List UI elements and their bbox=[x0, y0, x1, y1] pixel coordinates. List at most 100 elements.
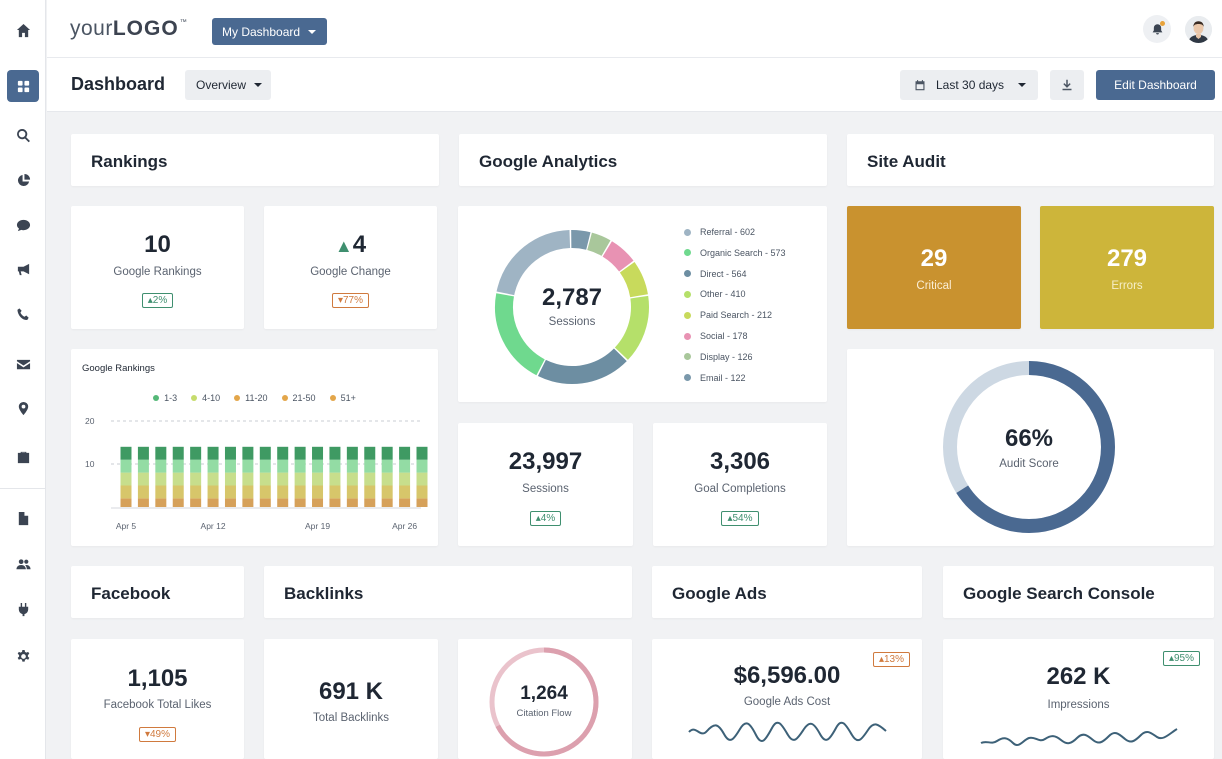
bar-segment[interactable] bbox=[120, 459, 132, 473]
bar-segment[interactable] bbox=[137, 498, 149, 507]
bar-segment[interactable] bbox=[190, 472, 202, 486]
bar-segment[interactable] bbox=[172, 485, 184, 499]
bar-segment[interactable] bbox=[155, 459, 167, 473]
bar-segment[interactable] bbox=[277, 472, 289, 486]
document-icon[interactable] bbox=[7, 502, 39, 534]
search-icon[interactable] bbox=[7, 119, 39, 151]
location-pin-icon[interactable] bbox=[7, 392, 39, 424]
bar-segment[interactable] bbox=[312, 459, 324, 473]
bar-segment[interactable] bbox=[242, 459, 254, 473]
bar-segment[interactable] bbox=[329, 446, 341, 460]
bar-segment[interactable] bbox=[224, 459, 236, 473]
bar-segment[interactable] bbox=[259, 446, 271, 460]
bar-segment[interactable] bbox=[224, 498, 236, 507]
bar-segment[interactable] bbox=[329, 498, 341, 507]
pie-chart-icon[interactable] bbox=[7, 164, 39, 196]
bar-segment[interactable] bbox=[277, 446, 289, 460]
bar-segment[interactable] bbox=[399, 485, 411, 499]
bar-segment[interactable] bbox=[294, 459, 306, 473]
bar-segment[interactable] bbox=[120, 446, 132, 460]
donut-slice[interactable] bbox=[489, 224, 656, 391]
bar-segment[interactable] bbox=[277, 459, 289, 473]
edit-dashboard-button[interactable]: Edit Dashboard bbox=[1096, 70, 1215, 100]
bar-segment[interactable] bbox=[190, 485, 202, 499]
chat-icon[interactable] bbox=[7, 209, 39, 241]
phone-icon[interactable] bbox=[7, 298, 39, 330]
bar-segment[interactable] bbox=[207, 498, 219, 507]
bar-segment[interactable] bbox=[137, 459, 149, 473]
bar-segment[interactable] bbox=[381, 446, 393, 460]
bar-segment[interactable] bbox=[381, 472, 393, 486]
bar-segment[interactable] bbox=[312, 498, 324, 507]
bar-segment[interactable] bbox=[224, 485, 236, 499]
bar-segment[interactable] bbox=[207, 472, 219, 486]
bar-segment[interactable] bbox=[364, 459, 376, 473]
bar-segment[interactable] bbox=[346, 498, 358, 507]
bar-segment[interactable] bbox=[224, 472, 236, 486]
bar-segment[interactable] bbox=[207, 459, 219, 473]
bar-segment[interactable] bbox=[137, 446, 149, 460]
bar-segment[interactable] bbox=[259, 485, 271, 499]
bar-segment[interactable] bbox=[416, 498, 428, 507]
bar-segment[interactable] bbox=[329, 485, 341, 499]
bar-segment[interactable] bbox=[329, 459, 341, 473]
bar-segment[interactable] bbox=[207, 485, 219, 499]
bar-segment[interactable] bbox=[242, 472, 254, 486]
bar-segment[interactable] bbox=[120, 472, 132, 486]
bar-segment[interactable] bbox=[364, 485, 376, 499]
bar-segment[interactable] bbox=[294, 472, 306, 486]
bar-segment[interactable] bbox=[312, 446, 324, 460]
briefcase-icon[interactable] bbox=[7, 441, 39, 473]
bar-segment[interactable] bbox=[242, 446, 254, 460]
bar-segment[interactable] bbox=[346, 472, 358, 486]
logo[interactable]: yourLOGO™ bbox=[70, 17, 188, 40]
plug-icon[interactable] bbox=[7, 593, 39, 625]
bar-segment[interactable] bbox=[277, 485, 289, 499]
grid-icon[interactable] bbox=[7, 70, 39, 102]
bar-segment[interactable] bbox=[137, 472, 149, 486]
bar-segment[interactable] bbox=[259, 498, 271, 507]
donut-slice[interactable] bbox=[489, 224, 656, 391]
bar-segment[interactable] bbox=[381, 459, 393, 473]
bar-segment[interactable] bbox=[172, 459, 184, 473]
bar-segment[interactable] bbox=[259, 459, 271, 473]
bar-segment[interactable] bbox=[120, 485, 132, 499]
bar-segment[interactable] bbox=[294, 498, 306, 507]
dashboard-select[interactable]: My Dashboard bbox=[212, 18, 327, 45]
bar-segment[interactable] bbox=[312, 472, 324, 486]
bar-segment[interactable] bbox=[364, 446, 376, 460]
bar-segment[interactable] bbox=[172, 446, 184, 460]
bar-segment[interactable] bbox=[399, 472, 411, 486]
bar-segment[interactable] bbox=[155, 446, 167, 460]
bar-segment[interactable] bbox=[259, 472, 271, 486]
home-icon[interactable] bbox=[7, 14, 39, 46]
bar-segment[interactable] bbox=[346, 446, 358, 460]
bar-segment[interactable] bbox=[172, 472, 184, 486]
bar-segment[interactable] bbox=[155, 498, 167, 507]
bar-segment[interactable] bbox=[416, 446, 428, 460]
avatar[interactable] bbox=[1185, 16, 1212, 43]
bar-segment[interactable] bbox=[381, 498, 393, 507]
bar-segment[interactable] bbox=[120, 498, 132, 507]
bar-segment[interactable] bbox=[155, 485, 167, 499]
bar-segment[interactable] bbox=[329, 472, 341, 486]
bar-segment[interactable] bbox=[399, 446, 411, 460]
bar-segment[interactable] bbox=[242, 498, 254, 507]
bar-segment[interactable] bbox=[364, 472, 376, 486]
bar-segment[interactable] bbox=[242, 485, 254, 499]
bar-segment[interactable] bbox=[137, 485, 149, 499]
bar-segment[interactable] bbox=[346, 459, 358, 473]
bar-segment[interactable] bbox=[155, 472, 167, 486]
users-icon[interactable] bbox=[7, 548, 39, 580]
bar-segment[interactable] bbox=[416, 472, 428, 486]
bar-segment[interactable] bbox=[294, 446, 306, 460]
bar-segment[interactable] bbox=[416, 459, 428, 473]
notification-button[interactable] bbox=[1143, 15, 1171, 43]
bar-segment[interactable] bbox=[190, 446, 202, 460]
view-select[interactable]: Overview bbox=[185, 70, 271, 100]
mail-icon[interactable] bbox=[7, 348, 39, 380]
bar-segment[interactable] bbox=[294, 485, 306, 499]
bar-segment[interactable] bbox=[399, 498, 411, 507]
bar-segment[interactable] bbox=[190, 498, 202, 507]
bar-segment[interactable] bbox=[207, 446, 219, 460]
